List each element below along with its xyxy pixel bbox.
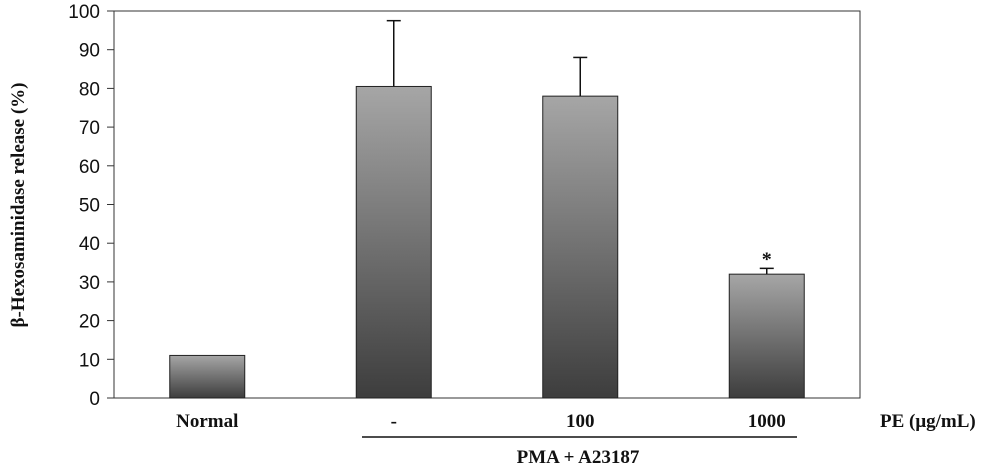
significance-marker: * [762, 248, 772, 270]
y-tick-label: 40 [79, 234, 100, 255]
y-tick-label: 90 [79, 41, 100, 62]
x-axis-labels: Normal - 100 1000 [176, 411, 786, 432]
y-tick-label: 80 [79, 79, 100, 100]
y-axis-ticks: 0 10 20 30 40 50 60 70 80 90 100 [68, 2, 114, 410]
x-category-label: Normal [176, 411, 238, 432]
y-axis-label: β-Hexosaminidase release (%) [8, 82, 29, 327]
x-category-label: 1000 [748, 411, 786, 432]
group-label: PMA + A23187 [517, 447, 640, 467]
y-tick-label: 50 [79, 196, 100, 217]
bars-layer: * [169, 19, 805, 399]
y-tick-label: 100 [68, 2, 100, 23]
x-category-label: - [391, 411, 397, 432]
bar [542, 95, 619, 399]
y-tick-label: 0 [89, 389, 100, 410]
y-tick-label: 70 [79, 118, 100, 139]
bar [355, 85, 432, 399]
bar [728, 273, 805, 399]
x-category-label: 100 [566, 411, 595, 432]
y-tick-label: 20 [79, 312, 100, 333]
bar [169, 354, 246, 399]
y-tick-label: 60 [79, 157, 100, 178]
x-unit-label: PE (μg/mL) [880, 411, 976, 432]
y-tick-label: 10 [79, 350, 100, 371]
y-tick-label: 30 [79, 273, 100, 294]
